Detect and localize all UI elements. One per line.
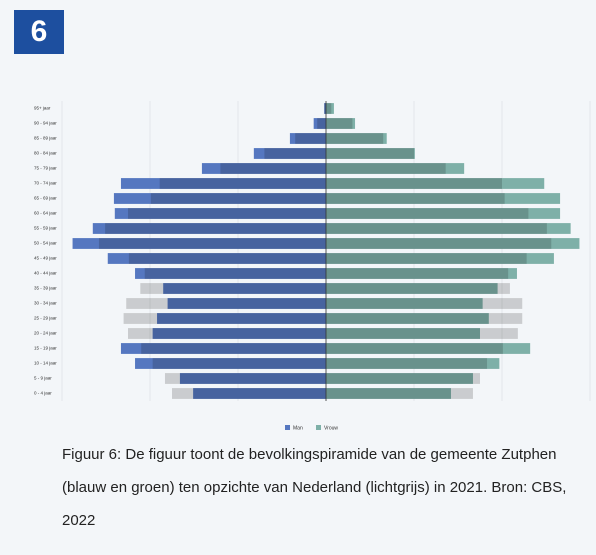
reference-bar	[324, 103, 326, 114]
reference-bar	[326, 163, 446, 174]
reference-bar	[220, 163, 326, 174]
reference-bar	[140, 283, 326, 294]
y-tick-label: 20 - 24 jaar	[34, 331, 57, 336]
reference-bar	[326, 238, 552, 249]
y-tick-label: 35 - 39 jaar	[34, 286, 57, 291]
reference-bar	[150, 193, 326, 204]
y-tick-label: 80 - 84 jaar	[34, 151, 57, 156]
y-tick-label: 10 - 14 jaar	[34, 361, 57, 366]
reference-bar	[152, 358, 326, 369]
y-tick-label: 85 - 89 jaar	[34, 136, 57, 141]
y-tick-label: 25 - 29 jaar	[34, 316, 57, 321]
y-tick-label: 5 - 9 jaar	[34, 376, 52, 381]
y-tick-label: 75 - 79 jaar	[34, 166, 57, 171]
y-tick-label: 60 - 64 jaar	[34, 211, 57, 216]
reference-bar	[144, 268, 326, 279]
reference-bar	[159, 178, 326, 189]
reference-bar	[264, 148, 326, 159]
legend-label: Man	[293, 425, 303, 431]
y-tick-label: 40 - 44 jaar	[34, 271, 57, 276]
caption: Figuur 6: De figuur toont de bevolkingsp…	[62, 446, 567, 529]
chart: 95+ jaar 90 - 94 jaar 85 - 89 jaar 80 - 84 …	[34, 101, 591, 431]
reference-bar	[326, 388, 473, 399]
reference-bar	[141, 343, 326, 354]
reference-bar	[105, 223, 327, 234]
reference-bar	[326, 268, 509, 279]
reference-bar	[98, 238, 327, 249]
y-tick-label: 30 - 34 jaar	[34, 301, 57, 306]
y-tick-label: 70 - 74 jaar	[34, 181, 57, 186]
y-tick-label: 65 - 69 jaar	[34, 196, 57, 201]
y-tick-label: 15 - 19 jaar	[34, 346, 57, 351]
reference-bar	[326, 118, 353, 129]
reference-bar	[126, 298, 327, 309]
y-tick-label: 95+ jaar	[34, 106, 51, 111]
reference-bar	[326, 148, 414, 159]
reference-bar	[128, 208, 326, 219]
y-tick-label: 45 - 49 jaar	[34, 256, 57, 261]
y-tick-label: 55 - 59 jaar	[34, 226, 57, 231]
y-tick-label: 50 - 54 jaar	[34, 241, 57, 246]
reference-bar	[326, 253, 527, 264]
reference-bar	[326, 103, 332, 114]
reference-bar	[128, 328, 326, 339]
y-tick-label: 0 - 4 jaar	[34, 391, 52, 396]
reference-bar	[326, 373, 480, 384]
reference-bar	[326, 328, 518, 339]
reference-bar	[326, 178, 502, 189]
reference-bar	[326, 298, 523, 309]
reference-bar	[123, 313, 326, 324]
reference-bar	[172, 388, 326, 399]
legend-swatch	[285, 425, 290, 430]
reference-bar	[326, 358, 488, 369]
reference-bar	[326, 283, 510, 294]
reference-bar	[326, 133, 384, 144]
reference-bar	[326, 223, 547, 234]
reference-bar	[128, 253, 326, 264]
legend-swatch	[316, 425, 321, 430]
reference-bar	[317, 118, 326, 129]
reference-bar	[326, 208, 529, 219]
reference-bar	[164, 373, 326, 384]
y-tick-label: 90 - 94 jaar	[34, 121, 57, 126]
reference-bar	[295, 133, 326, 144]
figure-badge: 6	[14, 10, 64, 54]
reference-bar	[326, 343, 503, 354]
reference-bar	[326, 193, 505, 204]
reference-bar	[326, 313, 523, 324]
legend-label: Vrouw	[324, 425, 338, 431]
